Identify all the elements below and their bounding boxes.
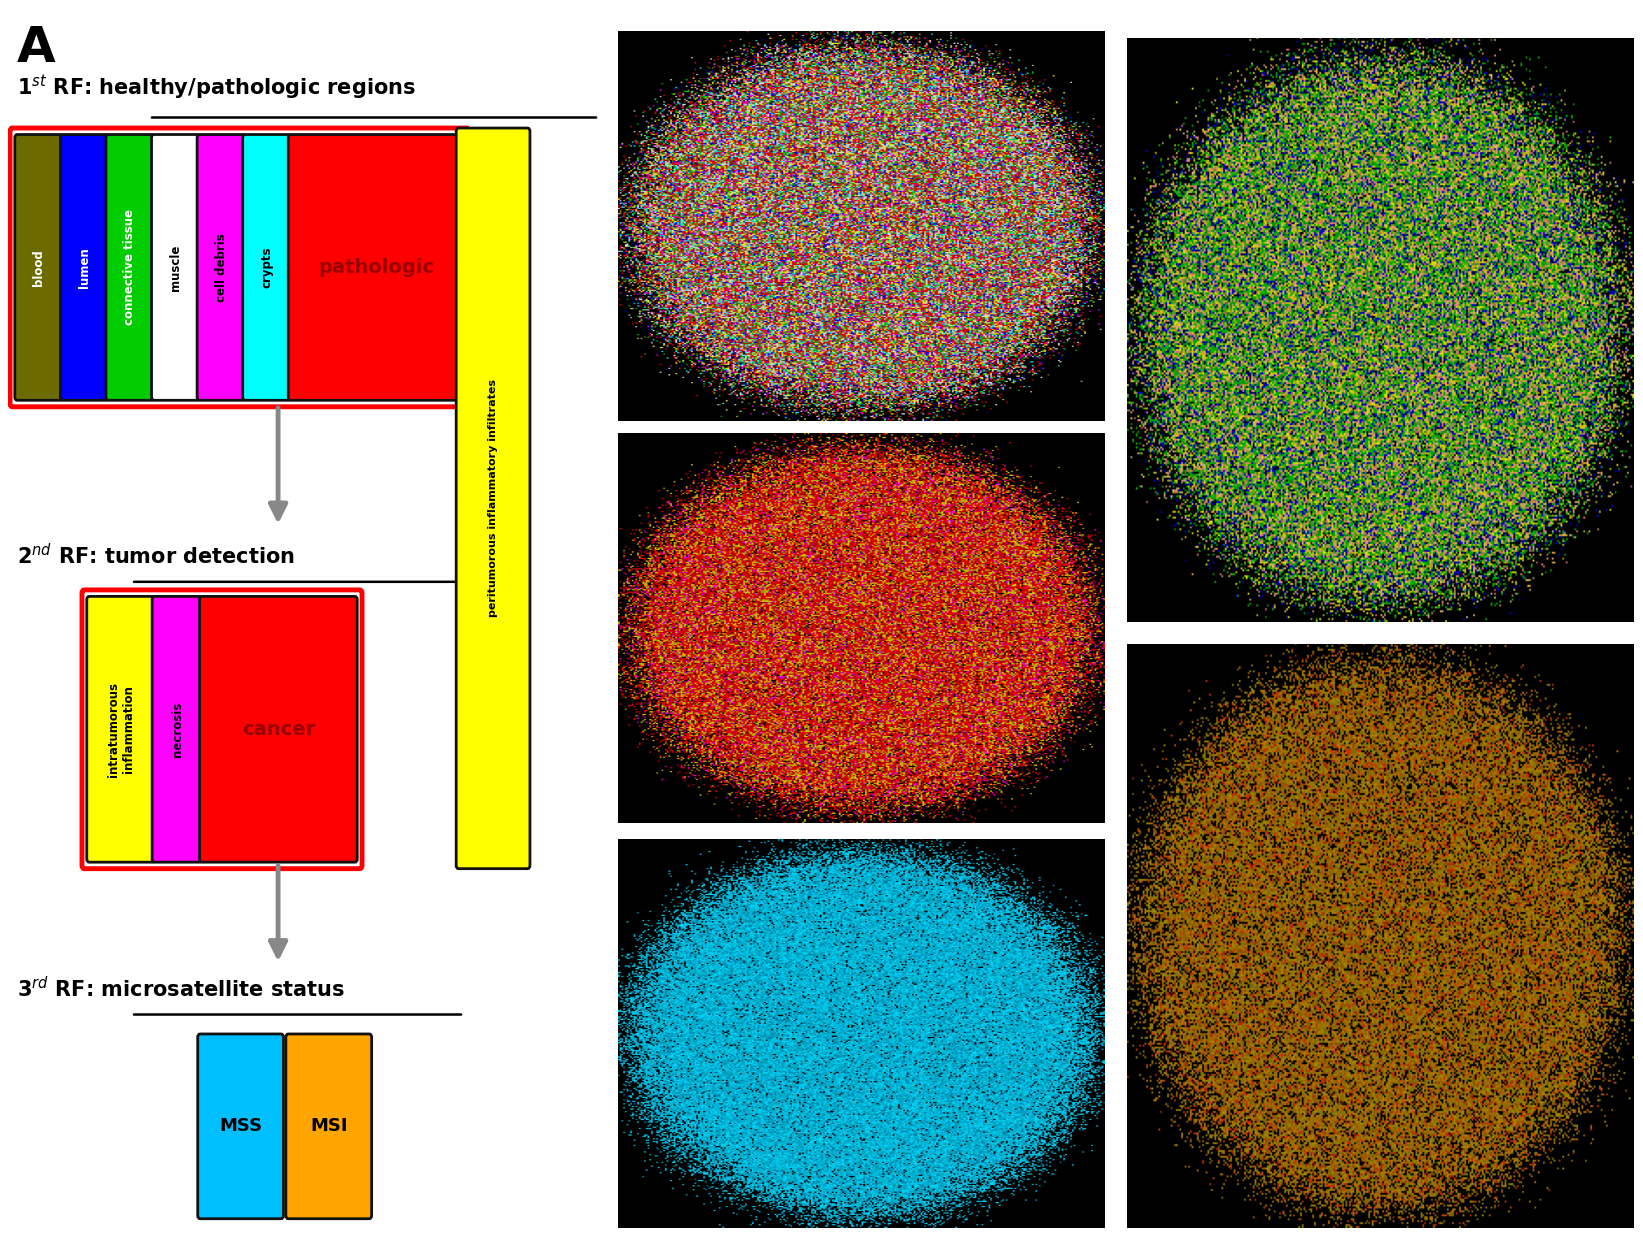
FancyBboxPatch shape — [197, 134, 245, 401]
Text: pathologic: pathologic — [319, 257, 434, 276]
Text: 1$^{st}$ RF: healthy/pathologic regions: 1$^{st}$ RF: healthy/pathologic regions — [16, 73, 416, 102]
Text: crypts: crypts — [260, 246, 273, 288]
Text: MSS: MSS — [219, 1118, 263, 1135]
FancyBboxPatch shape — [199, 597, 357, 862]
FancyBboxPatch shape — [288, 134, 463, 401]
FancyBboxPatch shape — [153, 597, 202, 862]
FancyBboxPatch shape — [61, 134, 108, 401]
Text: peritumorous inflammatory infiltrates: peritumorous inflammatory infiltrates — [488, 379, 498, 618]
Text: connective tissue: connective tissue — [123, 210, 136, 325]
Text: intratumorous
inflammation: intratumorous inflammation — [107, 682, 135, 776]
FancyBboxPatch shape — [105, 134, 154, 401]
FancyBboxPatch shape — [151, 134, 199, 401]
FancyBboxPatch shape — [457, 128, 531, 869]
Text: muscle: muscle — [169, 244, 182, 290]
Text: C: C — [1144, 31, 1176, 74]
Text: cell debris: cell debris — [215, 234, 228, 301]
FancyBboxPatch shape — [15, 134, 62, 401]
Text: lumen: lumen — [77, 247, 90, 288]
Text: 3$^{rd}$ RF: microsatellite status: 3$^{rd}$ RF: microsatellite status — [16, 976, 345, 1001]
Text: necrosis: necrosis — [171, 702, 184, 757]
Text: B: B — [633, 31, 667, 74]
FancyBboxPatch shape — [286, 1034, 371, 1218]
FancyBboxPatch shape — [87, 597, 154, 862]
Text: A: A — [16, 24, 56, 73]
Text: MSI: MSI — [311, 1118, 348, 1135]
FancyBboxPatch shape — [197, 1034, 284, 1218]
Text: cancer: cancer — [242, 720, 315, 739]
Text: blood: blood — [33, 249, 46, 286]
Text: 2$^{nd}$ RF: tumor detection: 2$^{nd}$ RF: tumor detection — [16, 543, 296, 568]
FancyBboxPatch shape — [243, 134, 291, 401]
